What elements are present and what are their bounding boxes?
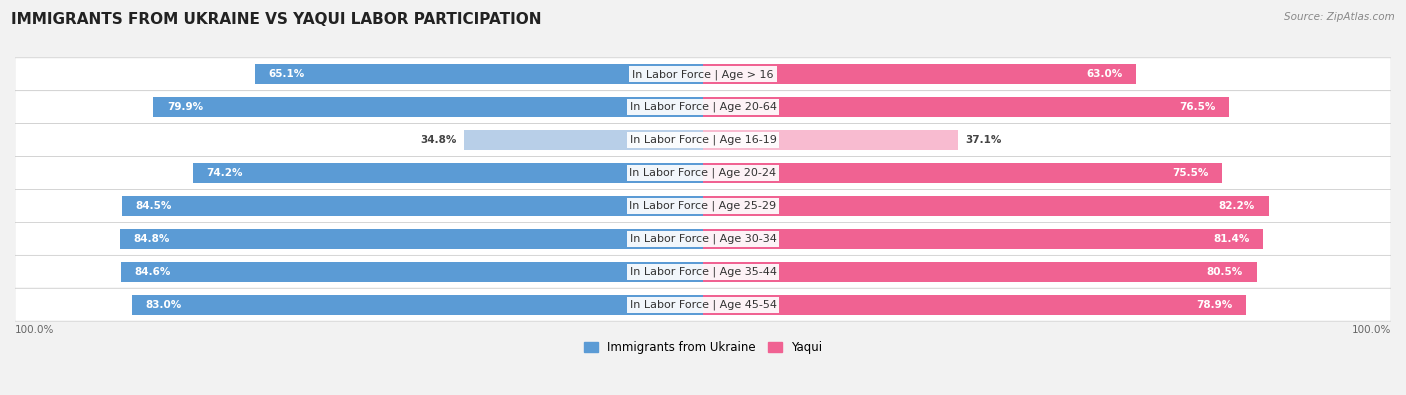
Bar — [703, 261, 1257, 282]
FancyBboxPatch shape — [15, 190, 1391, 222]
Text: 84.5%: 84.5% — [135, 201, 172, 211]
Text: 37.1%: 37.1% — [965, 135, 1001, 145]
Bar — [122, 196, 703, 216]
Text: 74.2%: 74.2% — [207, 168, 243, 178]
FancyBboxPatch shape — [15, 255, 1391, 288]
FancyBboxPatch shape — [15, 91, 1391, 124]
Text: In Labor Force | Age > 16: In Labor Force | Age > 16 — [633, 69, 773, 79]
Text: 80.5%: 80.5% — [1206, 267, 1243, 277]
Bar — [703, 295, 1246, 315]
Text: 84.6%: 84.6% — [135, 267, 172, 277]
Bar — [254, 64, 703, 85]
Text: 84.8%: 84.8% — [134, 234, 170, 244]
Text: In Labor Force | Age 35-44: In Labor Force | Age 35-44 — [630, 267, 776, 277]
Text: 76.5%: 76.5% — [1180, 102, 1216, 112]
Text: In Labor Force | Age 20-64: In Labor Force | Age 20-64 — [630, 102, 776, 113]
FancyBboxPatch shape — [15, 156, 1391, 190]
Bar — [703, 163, 1222, 183]
Text: In Labor Force | Age 30-34: In Labor Force | Age 30-34 — [630, 233, 776, 244]
Text: 75.5%: 75.5% — [1173, 168, 1209, 178]
Text: IMMIGRANTS FROM UKRAINE VS YAQUI LABOR PARTICIPATION: IMMIGRANTS FROM UKRAINE VS YAQUI LABOR P… — [11, 12, 541, 27]
Bar — [703, 97, 1229, 117]
Text: In Labor Force | Age 16-19: In Labor Force | Age 16-19 — [630, 135, 776, 145]
Bar — [132, 295, 703, 315]
Bar — [703, 196, 1268, 216]
Text: In Labor Force | Age 45-54: In Labor Force | Age 45-54 — [630, 299, 776, 310]
Bar — [703, 130, 959, 150]
Bar — [703, 229, 1263, 249]
Bar — [193, 163, 703, 183]
Text: 100.0%: 100.0% — [1351, 325, 1391, 335]
Text: 34.8%: 34.8% — [420, 135, 457, 145]
Text: 82.2%: 82.2% — [1219, 201, 1254, 211]
Text: In Labor Force | Age 25-29: In Labor Force | Age 25-29 — [630, 201, 776, 211]
Text: 100.0%: 100.0% — [15, 325, 55, 335]
Text: In Labor Force | Age 20-24: In Labor Force | Age 20-24 — [630, 168, 776, 178]
FancyBboxPatch shape — [15, 222, 1391, 255]
Text: 78.9%: 78.9% — [1197, 300, 1232, 310]
Text: 79.9%: 79.9% — [167, 102, 204, 112]
Bar — [121, 261, 703, 282]
Bar — [464, 130, 703, 150]
Text: 63.0%: 63.0% — [1087, 69, 1122, 79]
Text: 65.1%: 65.1% — [269, 69, 305, 79]
Text: Source: ZipAtlas.com: Source: ZipAtlas.com — [1284, 12, 1395, 22]
Bar — [153, 97, 703, 117]
Legend: Immigrants from Ukraine, Yaqui: Immigrants from Ukraine, Yaqui — [579, 337, 827, 359]
Bar — [120, 229, 703, 249]
FancyBboxPatch shape — [15, 58, 1391, 91]
FancyBboxPatch shape — [15, 124, 1391, 156]
Bar — [703, 64, 1136, 85]
FancyBboxPatch shape — [15, 288, 1391, 321]
Text: 83.0%: 83.0% — [146, 300, 181, 310]
Text: 81.4%: 81.4% — [1213, 234, 1250, 244]
